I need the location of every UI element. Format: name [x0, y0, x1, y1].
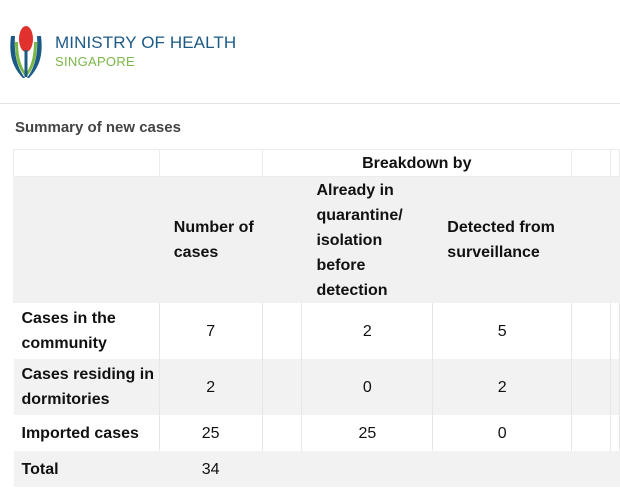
table-cell-empty: [571, 415, 611, 451]
table-cell-empty: [262, 359, 303, 415]
table-cell-empty: [301, 451, 433, 487]
table-cell-empty: [610, 359, 620, 415]
site-header: MINISTRY OF HEALTH SINGAPORE: [0, 0, 620, 104]
section-title: Summary of new cases: [15, 119, 181, 136]
table-cell-empty: [609, 176, 620, 303]
table-cell-empty: [262, 303, 303, 359]
cell-number: 7: [159, 303, 263, 359]
table-cell-empty: [13, 149, 160, 177]
table-cell-empty: [610, 451, 620, 487]
col-header-number: Number of cases: [158, 176, 302, 303]
table-group-header-row: Breakdown by: [13, 149, 620, 177]
total-number: 34: [159, 451, 263, 487]
table-cell-empty: [158, 149, 263, 177]
table-cell-empty: [262, 415, 303, 451]
cell-surveillance: 5: [432, 303, 573, 359]
table-row: Imported cases 25 25 0: [13, 415, 620, 451]
table-column-header-row: Number of cases Already in quarantine/ i…: [13, 176, 620, 303]
cell-number: 2: [159, 359, 263, 415]
table-row: Cases in the community 7 2 5: [13, 303, 620, 359]
table-cell-empty: [571, 303, 611, 359]
col-header-quarantine: Already in quarantine/ isolation before …: [301, 176, 433, 303]
cell-number: 25: [159, 415, 263, 451]
cell-surveillance: 2: [432, 359, 573, 415]
row-label: Cases residing in dormitories: [13, 359, 160, 415]
table-total-row: Total 34: [13, 451, 620, 487]
cell-quarantine: 0: [301, 359, 434, 415]
table-row: Cases residing in dormitories 2 0 2: [13, 359, 620, 415]
col-header-surveillance: Detected from surveillance: [432, 176, 611, 303]
total-label: Total: [13, 451, 160, 487]
row-label: Cases in the community: [13, 303, 160, 359]
table-cell-empty: [262, 451, 302, 487]
table-cell-empty: [571, 451, 611, 487]
table-cell-empty: [609, 149, 620, 177]
summary-table: Breakdown by Number of cases Already in …: [13, 149, 620, 487]
table-cell-empty: [13, 176, 160, 303]
table-cell-empty: [432, 451, 572, 487]
moh-flower-logo-icon[interactable]: [8, 22, 44, 80]
table-cell-empty: [571, 149, 611, 177]
org-name: MINISTRY OF HEALTH: [55, 33, 237, 52]
breakdown-header: Breakdown by: [261, 149, 573, 177]
table-cell-empty: [571, 359, 611, 415]
org-subtitle: SINGAPORE: [55, 54, 135, 69]
cell-surveillance: 0: [432, 415, 573, 451]
cell-quarantine: 25: [301, 415, 434, 451]
table-cell-empty: [610, 303, 620, 359]
table-cell-empty: [610, 415, 620, 451]
cell-quarantine: 2: [301, 303, 434, 359]
row-label: Imported cases: [13, 415, 160, 451]
